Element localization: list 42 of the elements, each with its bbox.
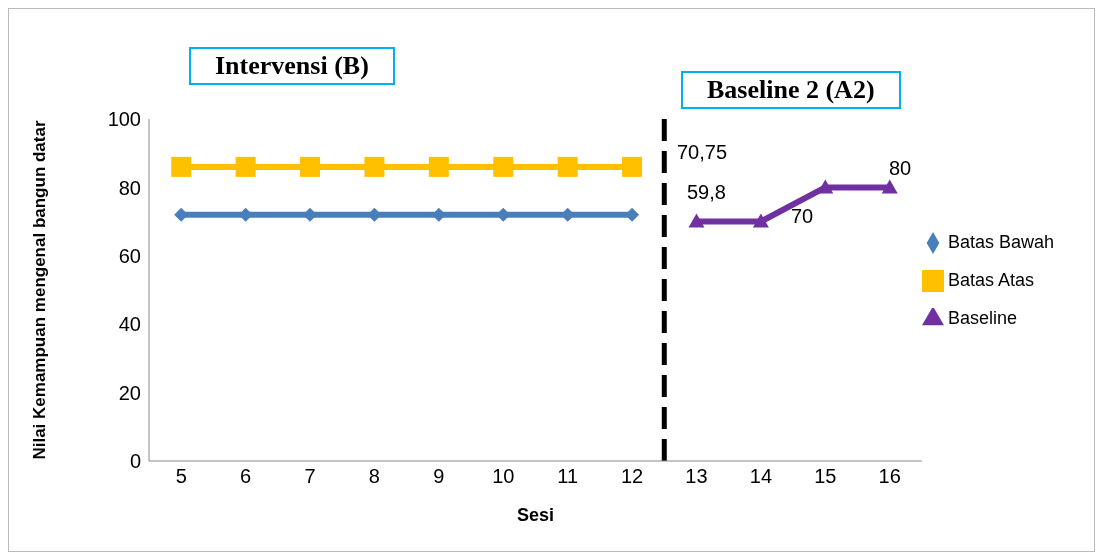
point bbox=[881, 179, 898, 194]
legend-label: Baseline bbox=[947, 308, 1017, 328]
y-tick-label: 40 bbox=[118, 313, 141, 336]
x-tick-label: 14 bbox=[749, 465, 773, 488]
annotation: 70,75 bbox=[677, 141, 728, 164]
y-tick-label: 100 bbox=[107, 108, 141, 131]
x-axis-title: Sesi bbox=[516, 505, 554, 525]
point bbox=[625, 207, 640, 222]
point bbox=[235, 156, 256, 177]
point bbox=[557, 156, 578, 177]
x-tick-label: 15 bbox=[814, 465, 837, 488]
y-tick-label: 20 bbox=[118, 381, 141, 404]
y-tick-label: 60 bbox=[118, 244, 141, 267]
x-tick-label: 6 bbox=[240, 465, 252, 488]
annotation: 70 bbox=[791, 205, 814, 228]
y-axis-title: Nilai Kemampuan mengenal bangun datar bbox=[30, 120, 50, 460]
point bbox=[688, 213, 705, 228]
point bbox=[493, 156, 514, 177]
text: Intervensi (B) bbox=[189, 47, 395, 85]
annotation: 59,8 bbox=[687, 181, 726, 204]
point bbox=[428, 156, 449, 177]
x-tick-label: 8 bbox=[368, 465, 380, 488]
x-tick-label: 5 bbox=[175, 465, 187, 488]
x-tick-label: 9 bbox=[433, 465, 445, 488]
y-tick-label: 80 bbox=[118, 176, 141, 199]
point bbox=[622, 156, 643, 177]
x-tick-label: 7 bbox=[304, 465, 316, 488]
x-tick-label: 12 bbox=[620, 465, 644, 488]
point bbox=[364, 156, 385, 177]
point bbox=[752, 213, 769, 228]
y-tick-label: 0 bbox=[129, 450, 141, 473]
x-tick-label: 16 bbox=[878, 465, 901, 488]
x-tick-label: 11 bbox=[557, 465, 579, 488]
legend-label: Batas Bawah bbox=[947, 232, 1054, 252]
point bbox=[171, 156, 192, 177]
point bbox=[817, 179, 834, 194]
point bbox=[300, 156, 321, 177]
legend-label: Batas Atas bbox=[947, 270, 1034, 290]
annotation: 80 bbox=[889, 157, 912, 180]
text: Baseline 2 (A2) bbox=[681, 71, 901, 109]
x-tick-label: 13 bbox=[685, 465, 708, 488]
x-tick-label: 10 bbox=[492, 465, 515, 488]
